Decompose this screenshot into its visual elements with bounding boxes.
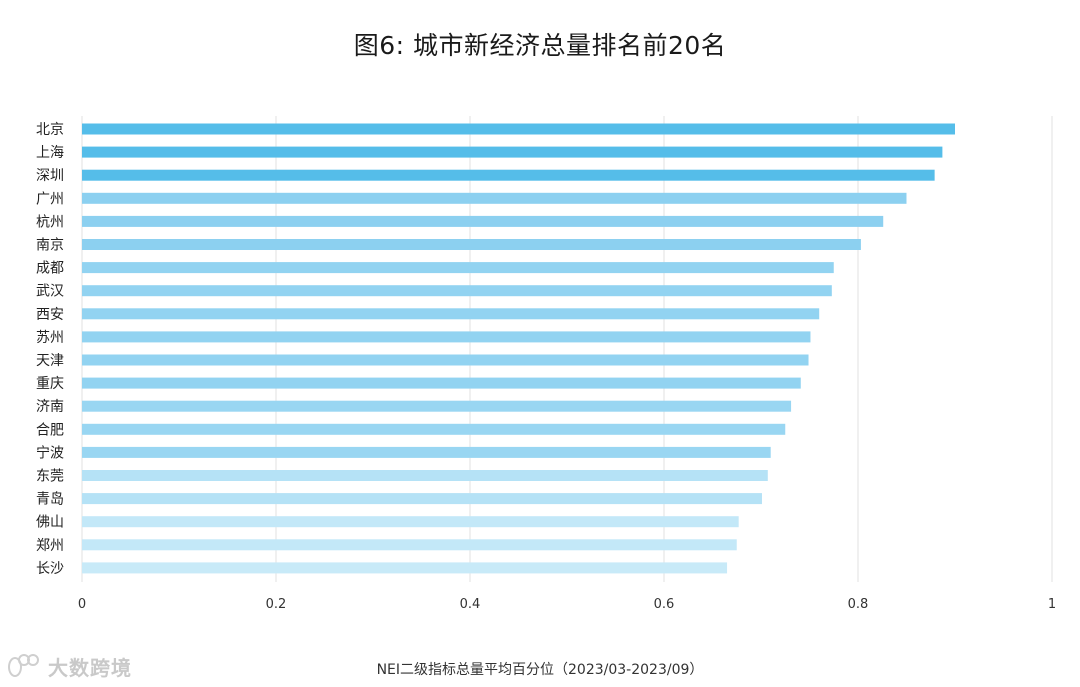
daiyun-logo-icon: [8, 653, 42, 680]
category-label: 济南: [36, 399, 64, 415]
chart-title: 图6: 城市新经济总量排名前20名: [353, 31, 727, 60]
x-tick-label: 0.8: [848, 597, 869, 612]
bar: [82, 446, 771, 458]
category-label: 成都: [36, 261, 64, 277]
x-tick-label: 1: [1048, 597, 1056, 612]
bar: [82, 262, 834, 274]
x-tick-label: 0: [78, 597, 86, 612]
category-label: 苏州: [36, 330, 64, 346]
category-label: 郑州: [36, 538, 64, 554]
category-label: 深圳: [36, 168, 64, 184]
bar: [82, 562, 728, 574]
category-label: 合肥: [36, 422, 64, 438]
category-label: 佛山: [36, 515, 64, 531]
bar: [82, 423, 786, 435]
bar: [82, 377, 801, 389]
bar: [82, 354, 809, 366]
category-label: 北京: [36, 122, 64, 138]
bar: [82, 539, 737, 551]
bar: [82, 192, 907, 204]
bar: [82, 146, 943, 158]
bar: [82, 400, 792, 412]
bar: [82, 470, 768, 481]
bar: [82, 239, 861, 250]
watermark: 大数跨境: [8, 652, 132, 681]
category-label: 东莞: [36, 469, 64, 485]
category-label: 重庆: [36, 376, 64, 392]
x-axis-title: NEI二级指标总量平均百分位（2023/03-2023/09）: [376, 662, 704, 678]
x-tick-label: 0.4: [460, 597, 481, 612]
category-label: 长沙: [36, 561, 64, 577]
bar: [82, 493, 762, 505]
category-label: 天津: [36, 353, 64, 369]
category-label: 宁波: [36, 444, 64, 461]
x-tick-label: 0.6: [654, 597, 675, 612]
bar: [82, 285, 832, 297]
bar: [82, 308, 820, 320]
bar: [82, 123, 955, 135]
category-label: 广州: [36, 191, 64, 207]
category-label: 杭州: [36, 214, 64, 230]
bar: [82, 331, 811, 343]
category-label: 西安: [36, 307, 64, 323]
watermark-text: 大数跨境: [48, 656, 132, 680]
category-label: 武汉: [36, 284, 64, 300]
bar: [82, 169, 935, 181]
category-label: 上海: [36, 145, 64, 161]
category-label: 青岛: [36, 492, 64, 508]
bar: [82, 215, 884, 227]
category-label: 南京: [36, 238, 64, 254]
bar: [82, 516, 739, 528]
x-tick-label: 0.2: [266, 597, 287, 612]
